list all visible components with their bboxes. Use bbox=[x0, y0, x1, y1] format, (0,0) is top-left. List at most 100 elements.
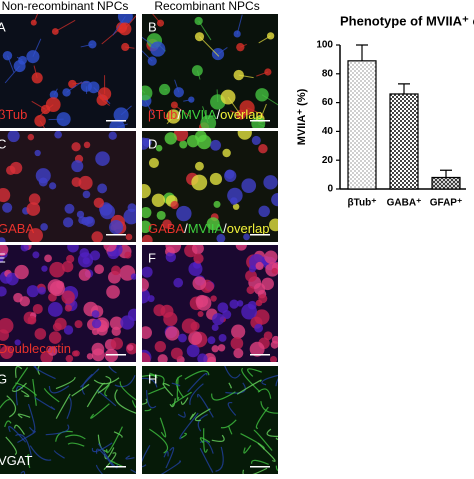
panel-letter: G bbox=[0, 371, 7, 386]
cell bbox=[152, 194, 165, 207]
cell bbox=[55, 318, 67, 330]
cell bbox=[208, 336, 216, 344]
cell bbox=[10, 162, 22, 174]
fiber bbox=[276, 416, 291, 439]
panel-label-part: VGAT bbox=[0, 453, 32, 468]
cell bbox=[39, 177, 48, 186]
scale-bar bbox=[106, 466, 126, 468]
panel-label-part: βTub bbox=[0, 107, 27, 122]
cell bbox=[109, 220, 123, 234]
cell bbox=[142, 267, 153, 278]
panel-letter: H bbox=[148, 371, 157, 386]
panel-label-part: Doublecortin bbox=[0, 341, 71, 356]
cell bbox=[197, 353, 207, 363]
cell bbox=[179, 140, 187, 148]
cell bbox=[269, 218, 282, 231]
panel-letter: F bbox=[148, 250, 156, 265]
cell bbox=[237, 300, 243, 306]
cell bbox=[195, 130, 207, 142]
bar bbox=[432, 177, 460, 189]
cell bbox=[218, 344, 225, 351]
micrograph-panel: G VGAT bbox=[0, 348, 149, 474]
error-bar bbox=[356, 45, 368, 61]
cell bbox=[92, 310, 100, 318]
cell bbox=[252, 136, 261, 145]
cell bbox=[263, 175, 277, 189]
cell bbox=[111, 338, 123, 350]
cell bbox=[8, 130, 20, 142]
cell bbox=[41, 265, 47, 271]
cell bbox=[72, 177, 82, 187]
cell bbox=[75, 320, 83, 328]
cell bbox=[2, 203, 12, 213]
error-bar bbox=[398, 84, 410, 94]
cell bbox=[192, 242, 204, 254]
cell bbox=[195, 162, 204, 171]
cell bbox=[191, 322, 200, 331]
cell bbox=[258, 206, 269, 217]
cell bbox=[111, 266, 121, 276]
panel-content: E Doublecortin bbox=[0, 238, 140, 363]
cell bbox=[140, 207, 151, 218]
cell bbox=[173, 278, 183, 288]
panel-letter: A bbox=[0, 19, 6, 34]
cell bbox=[137, 184, 151, 198]
x-tick-label: GFAP⁺ bbox=[430, 198, 463, 209]
y-tick-label: 40 bbox=[322, 126, 334, 137]
cell bbox=[233, 348, 243, 358]
error-bar bbox=[440, 170, 452, 177]
scale-bar bbox=[106, 120, 126, 122]
panel-letter: E bbox=[0, 250, 6, 265]
cell bbox=[65, 204, 75, 214]
cell bbox=[29, 193, 41, 205]
cell bbox=[28, 134, 34, 140]
cell bbox=[267, 32, 274, 39]
cell bbox=[87, 353, 93, 359]
cell bbox=[126, 234, 133, 241]
cell bbox=[52, 28, 59, 35]
scale-bar bbox=[250, 354, 270, 356]
cell bbox=[166, 252, 176, 262]
cell bbox=[149, 158, 159, 168]
cell bbox=[92, 319, 101, 328]
panel-letter: B bbox=[148, 19, 157, 34]
cell bbox=[241, 178, 256, 193]
y-axis-label: MVIIA⁺ (%) bbox=[296, 88, 308, 145]
panel-label-part: GABA bbox=[148, 221, 184, 236]
cell bbox=[264, 250, 277, 263]
micrograph-panel: E Doublecortin bbox=[0, 238, 140, 363]
fiber bbox=[276, 466, 289, 471]
cell bbox=[74, 350, 80, 356]
cell bbox=[13, 293, 23, 303]
y-tick-label: 60 bbox=[322, 97, 334, 108]
cell bbox=[44, 254, 52, 262]
cell bbox=[158, 354, 168, 364]
cell bbox=[35, 328, 47, 340]
cell bbox=[109, 132, 117, 140]
cell bbox=[165, 326, 179, 340]
cell bbox=[272, 336, 280, 344]
cell bbox=[46, 97, 61, 112]
cell bbox=[247, 286, 255, 294]
cell bbox=[79, 248, 89, 258]
cell bbox=[127, 344, 134, 351]
cell bbox=[95, 151, 110, 166]
cell bbox=[153, 304, 165, 316]
cell bbox=[91, 231, 102, 242]
cell bbox=[54, 131, 62, 139]
cell bbox=[49, 182, 56, 189]
cell bbox=[212, 313, 224, 325]
cell bbox=[28, 316, 37, 325]
scale-bar bbox=[250, 234, 270, 236]
cell bbox=[84, 142, 91, 149]
x-tick-label: βTub⁺ bbox=[348, 198, 377, 209]
cell bbox=[163, 312, 177, 326]
panel-letter: D bbox=[148, 136, 157, 151]
cell bbox=[71, 142, 80, 151]
cell bbox=[191, 175, 207, 191]
